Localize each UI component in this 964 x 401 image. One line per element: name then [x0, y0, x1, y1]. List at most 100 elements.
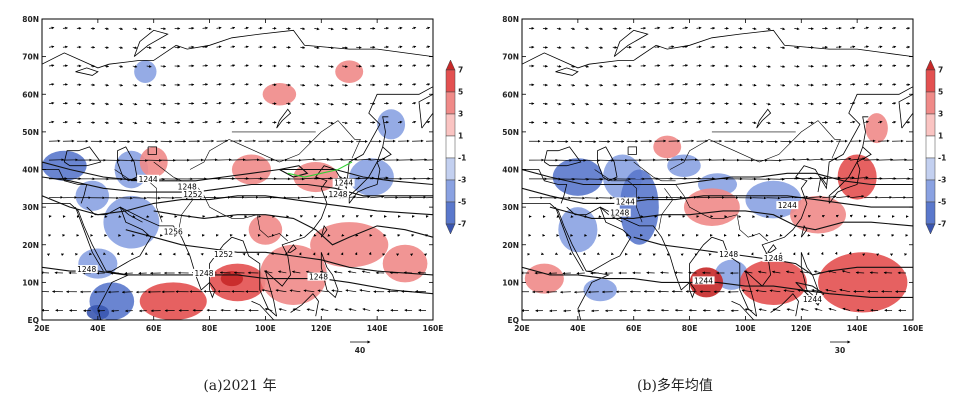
wind-vector — [696, 26, 702, 30]
lon-tick-label: 140E — [847, 324, 868, 333]
wind-vector — [766, 27, 771, 31]
axis-ticks: 20E 40E 60E 80E 100E 120E 140E 160E EQ 10N 20N 30N 4… — [502, 15, 923, 333]
geopotential-contour — [42, 266, 433, 295]
lon-tick-label: 40E — [570, 324, 586, 333]
wind-vector — [411, 45, 417, 49]
anomaly-blob — [552, 158, 603, 196]
wind-vector — [202, 64, 209, 68]
wind-vector — [146, 65, 152, 68]
lon-tick-label: 120E — [791, 324, 812, 333]
wind-vector — [654, 64, 661, 68]
contour-label: 1244 — [139, 175, 158, 184]
colorbar-segment — [445, 69, 456, 93]
wind-vector — [146, 121, 152, 125]
wind-vector — [766, 83, 771, 87]
wind-vector — [48, 45, 55, 49]
wind-vector — [398, 83, 403, 86]
wind-vector — [878, 64, 883, 68]
wind-vector — [864, 120, 869, 124]
colorbar-top-arrow — [445, 59, 456, 71]
lat-tick-label: 30N — [502, 203, 519, 212]
contour-label-bg — [608, 208, 631, 217]
wind-vector — [216, 101, 222, 105]
wind-vector — [327, 215, 331, 218]
coastline — [756, 108, 772, 129]
wind-vector — [146, 46, 152, 49]
wind-vector — [202, 26, 209, 30]
wind-vector — [146, 83, 152, 87]
anomaly-blob — [139, 146, 168, 178]
wind-vector — [306, 308, 315, 312]
geopotential-contour — [42, 161, 433, 186]
caption-panel-b: (b)多年均值 — [637, 378, 713, 394]
wind-vector — [314, 102, 320, 106]
wind-vector — [369, 215, 373, 218]
wind-vector — [771, 270, 781, 274]
anomaly-blob — [739, 259, 807, 305]
wind-vector — [132, 83, 138, 87]
wind-vector — [275, 289, 287, 293]
reference-vector: 30 — [830, 340, 851, 355]
anomaly-blob — [653, 135, 682, 159]
wind-vector — [48, 101, 55, 105]
wind-vector — [160, 83, 167, 87]
wind-vector — [230, 64, 236, 67]
wind-vector — [741, 289, 753, 293]
anomaly-blob — [683, 188, 740, 226]
coastline — [320, 224, 328, 238]
contour-label-bg — [332, 178, 355, 187]
colorbar-label: 1 — [938, 132, 943, 141]
colorbar: 7 5 3 1 -1 -3 -5 -7 — [445, 59, 466, 235]
wind-vector — [291, 270, 301, 274]
wind-vector — [300, 176, 319, 180]
wind-vector — [314, 27, 320, 31]
wind-vector — [132, 27, 138, 31]
coastline — [209, 282, 216, 299]
wind-vector — [752, 27, 757, 31]
wind-vector — [570, 102, 576, 106]
coastline — [290, 293, 319, 317]
colorbar-label: 7 — [458, 66, 463, 75]
wind-vector — [118, 83, 124, 87]
wind-vector — [822, 157, 838, 161]
wind-vector — [425, 45, 431, 49]
wind-vector — [864, 64, 869, 67]
contour-label-bg — [692, 276, 715, 285]
wind-vector — [230, 101, 236, 105]
wind-vector — [794, 46, 800, 49]
wind-vector — [780, 46, 786, 50]
reference-vector: 40 — [350, 340, 371, 355]
wind-vector — [146, 102, 152, 106]
wind-vector — [850, 157, 866, 161]
coastline — [862, 116, 869, 147]
wind-vector — [348, 308, 357, 311]
lon-tick-label: 140E — [367, 324, 388, 333]
anomaly-blob — [382, 244, 428, 283]
wind-vector — [277, 270, 287, 274]
wind-vector — [793, 215, 797, 218]
wind-vector — [584, 121, 590, 125]
colorbar-segment — [925, 179, 936, 203]
wind-vector — [354, 252, 358, 256]
wind-vector — [598, 83, 604, 87]
wind-vector — [398, 26, 403, 30]
wind-vector — [160, 64, 167, 68]
wind-vector — [584, 102, 590, 106]
colorbar-label: -5 — [458, 198, 466, 207]
wind-vector — [850, 101, 856, 105]
wind-vector — [836, 195, 851, 199]
wind-vector — [766, 46, 771, 49]
colorbar-segment — [925, 201, 936, 225]
contour-label: 1248 — [77, 265, 96, 274]
wind-vector — [584, 83, 590, 87]
wind-vector — [794, 157, 810, 161]
colorbar-label: 5 — [938, 88, 943, 97]
wind-vector — [841, 270, 851, 274]
wind-vector — [820, 251, 824, 256]
wind-vector — [342, 46, 348, 50]
wind-vector — [848, 251, 852, 255]
contour-label-bg — [801, 295, 824, 304]
colorbar: 7 5 3 1 -1 -3 -5 -7 — [925, 59, 946, 235]
wind-vector — [772, 308, 781, 312]
coastline — [147, 146, 157, 155]
